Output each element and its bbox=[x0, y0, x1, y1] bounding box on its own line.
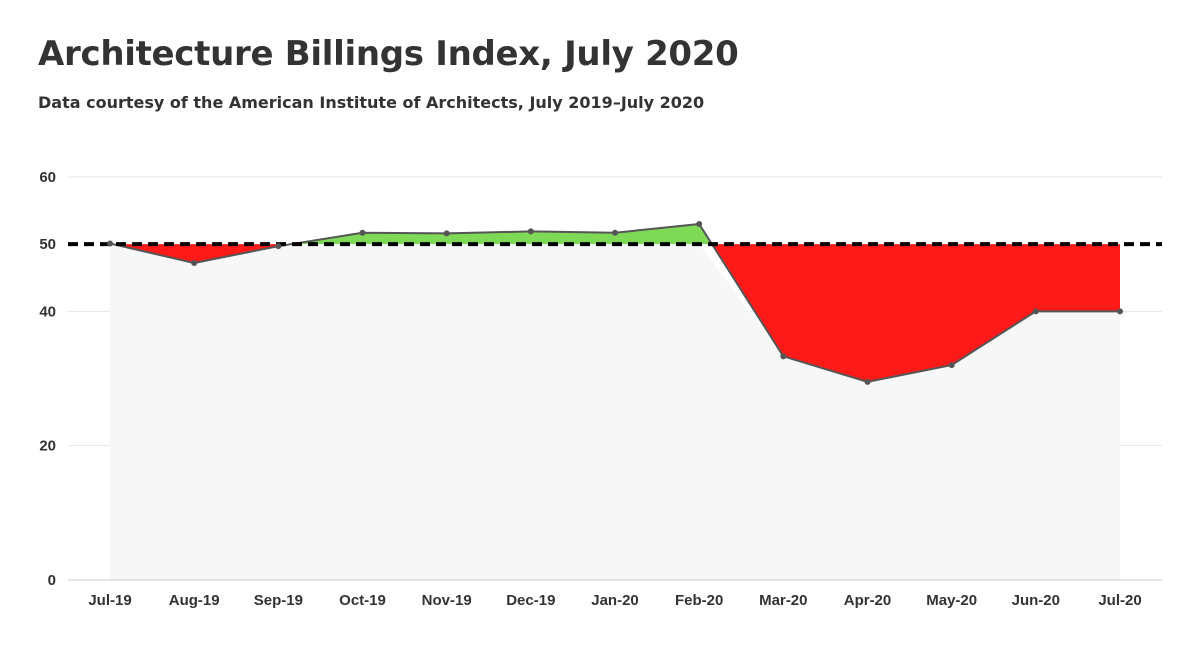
x-tick-label-jan-20: Jan-20 bbox=[591, 592, 639, 609]
x-tick-label-dec-19: Dec-19 bbox=[506, 592, 555, 609]
plot-background-area bbox=[110, 244, 1120, 580]
above-threshold-area-2 bbox=[290, 224, 712, 245]
data-point-jun-20 bbox=[1032, 308, 1039, 315]
data-point-apr-20 bbox=[864, 378, 871, 385]
x-tick-label-sep-19: Sep-19 bbox=[254, 592, 303, 609]
y-tick-label-60: 60 bbox=[39, 169, 56, 186]
data-point-dec-19 bbox=[527, 228, 534, 235]
x-tick-label-jul-20: Jul-20 bbox=[1098, 592, 1141, 609]
y-tick-label-40: 40 bbox=[39, 303, 56, 320]
y-tick-label-0: 0 bbox=[48, 572, 56, 589]
data-point-jul-20 bbox=[1117, 308, 1123, 315]
chart-title: Architecture Billings Index, July 2020 bbox=[38, 34, 739, 74]
data-point-aug-19 bbox=[191, 259, 198, 266]
data-point-nov-19 bbox=[443, 230, 450, 237]
data-point-oct-19 bbox=[359, 229, 366, 236]
data-point-feb-20 bbox=[696, 221, 703, 228]
x-tick-label-jun-20: Jun-20 bbox=[1012, 592, 1060, 609]
x-tick-label-nov-19: Nov-19 bbox=[422, 592, 472, 609]
x-tick-label-oct-19: Oct-19 bbox=[339, 592, 386, 609]
x-tick-label-jul-19: Jul-19 bbox=[88, 592, 131, 609]
data-point-jul-19 bbox=[107, 240, 113, 247]
x-tick-label-mar-20: Mar-20 bbox=[759, 592, 807, 609]
data-point-sep-19 bbox=[275, 243, 282, 250]
y-tick-label-50: 50 bbox=[39, 236, 56, 253]
data-point-mar-20 bbox=[780, 353, 787, 360]
below-threshold-area-1 bbox=[112, 244, 291, 263]
data-point-jan-20 bbox=[612, 229, 618, 236]
x-tick-label-feb-20: Feb-20 bbox=[675, 592, 723, 609]
data-point-may-20 bbox=[948, 362, 955, 369]
x-tick-label-may-20: May-20 bbox=[926, 592, 977, 609]
below-threshold-area-2 bbox=[711, 244, 1120, 382]
x-tick-label-apr-20: Apr-20 bbox=[844, 592, 892, 609]
chart-subtitle: Data courtesy of the American Institute … bbox=[38, 93, 705, 112]
x-tick-label-aug-19: Aug-19 bbox=[169, 592, 220, 609]
y-tick-label-20: 20 bbox=[39, 438, 56, 455]
